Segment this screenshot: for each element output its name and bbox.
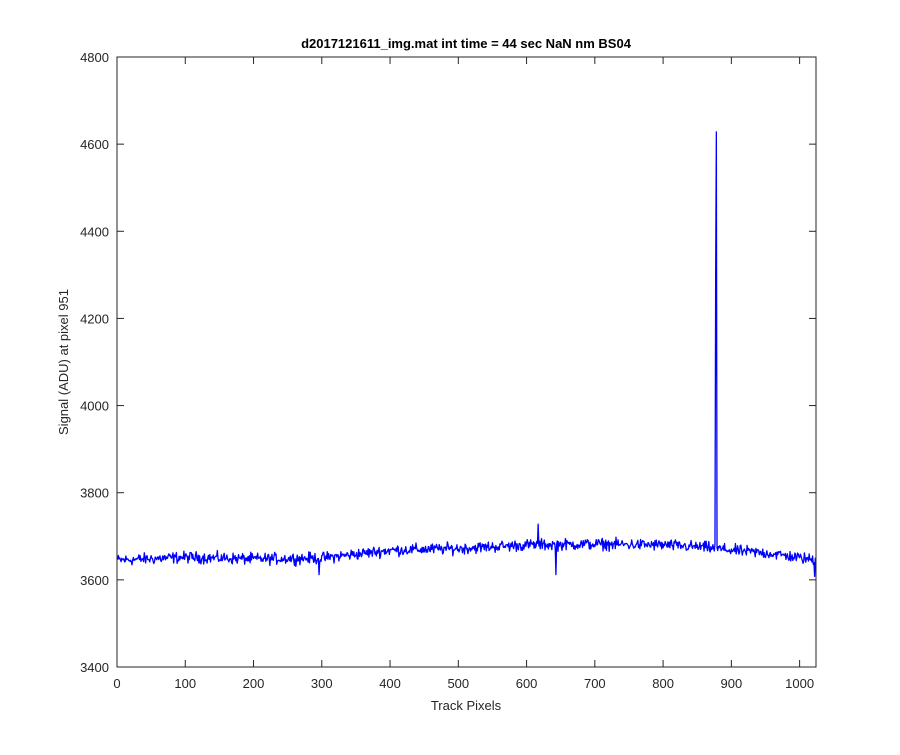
plot-area xyxy=(117,57,816,667)
x-tick-label: 800 xyxy=(652,676,674,691)
x-tick-label: 400 xyxy=(379,676,401,691)
y-tick-label: 3600 xyxy=(80,573,109,588)
series-line xyxy=(117,131,817,578)
y-tick-label: 4000 xyxy=(80,399,109,414)
y-tick-label: 4800 xyxy=(80,50,109,65)
data-layer xyxy=(117,131,817,578)
x-tick-label: 700 xyxy=(584,676,606,691)
y-tick-label: 4400 xyxy=(80,224,109,239)
x-tick-label: 500 xyxy=(447,676,469,691)
x-axis-label: Track Pixels xyxy=(431,698,502,713)
plot-background xyxy=(117,57,816,667)
x-tick-label: 300 xyxy=(311,676,333,691)
x-tick-label: 200 xyxy=(243,676,265,691)
ticks: 0 100 200 300 400 500 600 700 800 900 1000 3400 3600… xyxy=(80,50,816,691)
x-tick-label: 1000 xyxy=(785,676,814,691)
x-tick-label: 100 xyxy=(174,676,196,691)
axes-box xyxy=(116,56,817,668)
y-tick-label: 3800 xyxy=(80,486,109,501)
x-tick-label: 900 xyxy=(721,676,743,691)
axes xyxy=(116,56,817,668)
y-tick-label: 4600 xyxy=(80,137,109,152)
x-tick-label: 0 xyxy=(113,676,120,691)
y-tick-label: 3400 xyxy=(80,660,109,675)
chart-title: d2017121611_img.mat int time = 44 sec Na… xyxy=(301,36,632,51)
y-axis-label: Signal (ADU) at pixel 951 xyxy=(56,289,71,435)
y-tick-label: 4200 xyxy=(80,311,109,326)
x-tick-label: 600 xyxy=(516,676,538,691)
